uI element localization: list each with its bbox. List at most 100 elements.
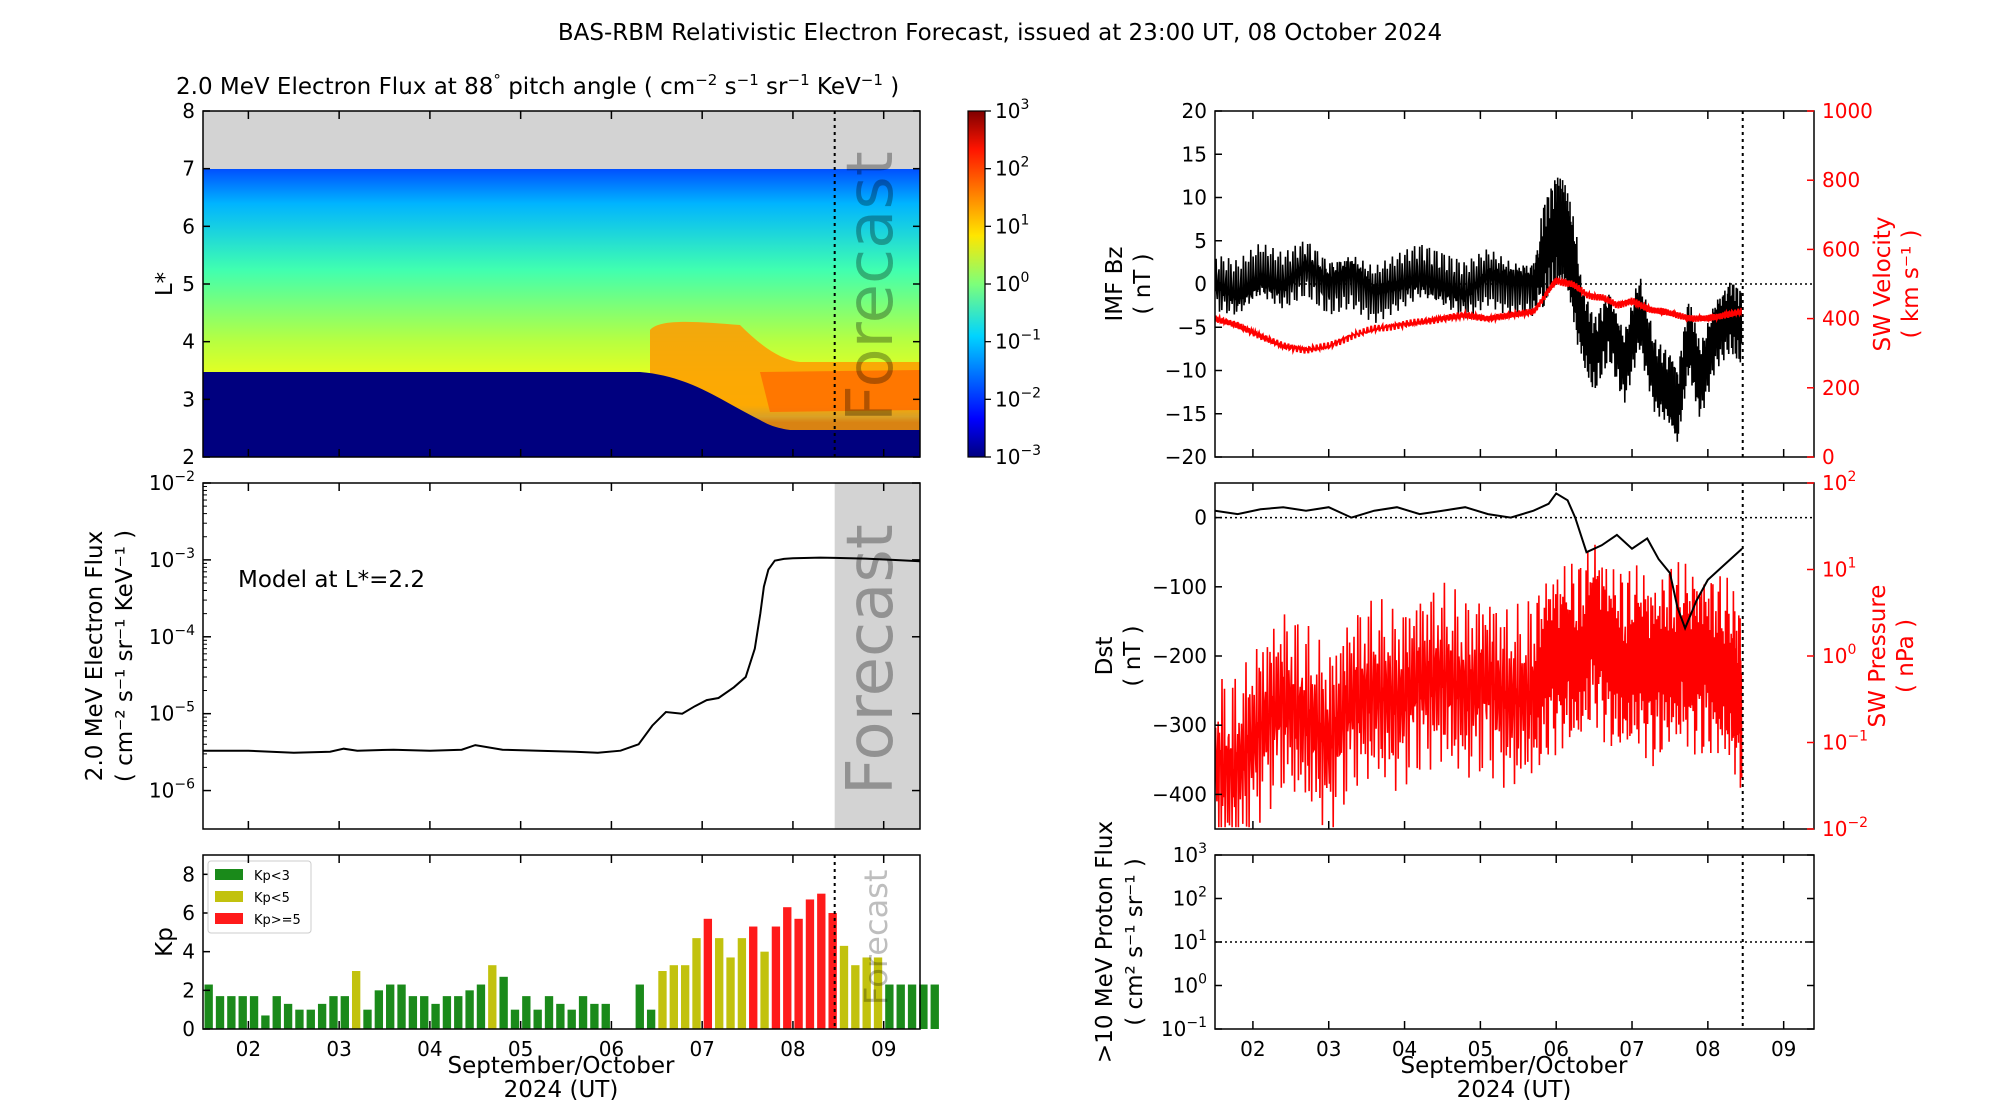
y-tick-label: 10−6: [149, 777, 195, 803]
colorbar-tick-label: 100: [995, 270, 1029, 296]
kp-bar: [715, 938, 724, 1029]
kp-bar: [227, 996, 236, 1029]
kp-bar: [771, 926, 781, 1029]
flux-forecast-band: [834, 483, 920, 829]
kp-bar: [363, 1009, 372, 1029]
imf-right-ticks: 0 200 400 600 800 1000: [1807, 99, 1873, 469]
kp-bar: [873, 957, 883, 1029]
sw-pressure-ylabel-line2: ( nPa ): [1893, 619, 1919, 693]
x-tick-label: 06: [1543, 1037, 1568, 1061]
x-tick-label: 04: [1392, 1037, 1417, 1061]
dst-ylabel-line2: ( nT ): [1120, 625, 1146, 686]
dst-x-ticks: [1252, 483, 1785, 829]
kp-legend: Kp<3 Kp<5 Kp>=5: [207, 860, 312, 934]
y-tick-label-right: 10−2: [1822, 815, 1868, 841]
flux-forecast-label: Forecast: [834, 524, 908, 795]
y-tick-label: −100: [1152, 575, 1207, 599]
x-tick-label: 05: [1468, 1037, 1493, 1061]
y-tick-label: −200: [1152, 644, 1207, 668]
y-tick-label-right: 1000: [1822, 99, 1873, 123]
kp-bar: [533, 1009, 542, 1029]
kp-forecast-label: Forecast: [857, 870, 895, 1005]
kp-bar: [896, 984, 905, 1029]
y-tick-label: −10: [1165, 359, 1207, 383]
y-tick-label: 7: [182, 157, 195, 181]
flux-ylabel-line1: 2.0 MeV Electron Flux: [82, 531, 108, 781]
x-tick-label: 09: [871, 1037, 896, 1061]
kp-bar: [215, 996, 225, 1029]
y-tick-label-right: 600: [1822, 237, 1860, 261]
proton-x-axis: 02 03 04 05 06 07 08 09: [1240, 855, 1796, 1061]
proton-ylabel-line2: ( cm² s⁻¹ sr⁻¹ ): [1122, 858, 1148, 1026]
kp-bars: [204, 893, 939, 1029]
kp-bar: [635, 984, 644, 1029]
proton-y-ticks: 10−1 100 101 102 103: [1161, 841, 1814, 1041]
kp-bar: [261, 1015, 270, 1029]
flux-model-line: [203, 556, 920, 754]
heatmap-low-boundary: [203, 372, 920, 457]
kp-bar: [760, 951, 769, 1029]
kp-bar: [646, 1009, 656, 1029]
x-tick-label: 08: [1695, 1037, 1720, 1061]
y-tick-label: 3: [182, 387, 195, 411]
x-tick-label: 05: [508, 1037, 533, 1061]
heatmap-core-flux: [760, 370, 920, 412]
kp-bar: [737, 938, 747, 1029]
y-tick-label: −20: [1165, 445, 1207, 469]
kp-bar: [351, 971, 361, 1029]
kp-x-axis: 02 03 04 05 06 07 08 09: [236, 855, 896, 1061]
colorbar-ramp: [967, 110, 986, 458]
kp-bar: [669, 965, 678, 1029]
colorbar-tick-label: 10−1: [995, 328, 1041, 354]
kp-bar: [578, 996, 588, 1029]
kp-bar: [306, 1009, 315, 1029]
kp-bar: [397, 984, 406, 1029]
colorbar-tick-label: 103: [995, 97, 1029, 123]
kp-legend-label-low: Kp<3: [254, 869, 290, 884]
dst-left-ticks: −400 −300 −200 −100 0: [1152, 506, 1222, 806]
imf-bz-line: [1215, 177, 1743, 442]
kp-bar: [930, 984, 939, 1029]
kp-bar: [907, 984, 917, 1029]
kp-bar: [420, 996, 429, 1029]
proton-panel: 10−1 100 101 102 103 >10 MeV Proton Flux ( c…: [1092, 821, 1815, 1063]
kp-bar: [249, 996, 259, 1029]
kp-bar: [590, 1003, 599, 1029]
kp-bar: [692, 938, 701, 1029]
kp-bar: [295, 1009, 304, 1029]
kp-bar: [556, 1003, 565, 1029]
kp-bar: [794, 918, 803, 1029]
kp-bar: [476, 984, 486, 1029]
heatmap-forecast-label: Forecast: [834, 151, 908, 422]
kp-bar: [919, 984, 928, 1029]
y-tick-label: −15: [1165, 402, 1207, 426]
imf-left-ticks: −20 −15 −10 −5 0 5 10 15 20: [1165, 99, 1222, 469]
y-tick-label-right: 400: [1822, 307, 1860, 331]
kp-bar: [805, 899, 815, 1029]
y-tick-label-right: 10−1: [1822, 729, 1868, 755]
left-xlabel-line2: 2024 (UT): [504, 1077, 619, 1100]
dst-right-ticks: 10−2 10−1 100 101 102: [1807, 469, 1868, 841]
kp-bar: [431, 1003, 440, 1029]
kp-bar: [408, 996, 418, 1029]
sw-velocity-ylabel-line2: ( km s⁻¹ ): [1898, 230, 1924, 339]
flux-y-ticks: 10−6 10−5 10−4 10−3 10−2: [149, 469, 920, 803]
right-xlabel-line1: September/October: [1401, 1053, 1628, 1079]
y-tick-label: −300: [1152, 713, 1207, 737]
kp-bar: [329, 996, 338, 1029]
y-tick-label: 101: [1173, 928, 1207, 954]
flux-frame: [202, 482, 921, 830]
kp-bar: [885, 984, 894, 1029]
kp-ylabel: Kp: [152, 927, 178, 957]
y-tick-label: 10−1: [1161, 1015, 1207, 1041]
y-tick-label: 0: [182, 1017, 195, 1041]
colorbar-ticks: 10−3 10−2 10−1 100 101 102 103: [985, 97, 1041, 469]
kp-bar: [839, 945, 849, 1029]
y-tick-label: 10−2: [149, 469, 195, 495]
kp-bar: [703, 918, 713, 1029]
kp-bar: [510, 1009, 520, 1029]
kp-legend-label-high: Kp>=5: [254, 913, 301, 928]
y-tick-label: 6: [182, 901, 195, 925]
y-tick-label: 0: [1194, 506, 1207, 530]
